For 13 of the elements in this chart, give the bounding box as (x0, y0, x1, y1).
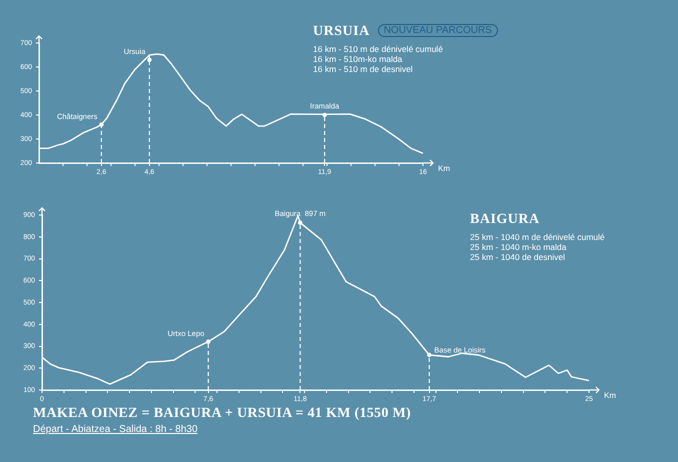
chart-title: URSUIA (313, 24, 370, 40)
annotation: 25 km - 1040 de desnivel (470, 252, 566, 262)
x-axis-title: Km (604, 391, 616, 400)
text: Départ - Abiatzea - Salida : 8h - 8h30 (33, 424, 199, 435)
text: MAKEA OINEZ = BAIGURA + URSUIA = 41 KM (1550 M) (33, 406, 411, 422)
annotation: 25 km - 1040 m de dénivelé cumulé (470, 232, 605, 242)
chart-title: BAIGURA (470, 212, 540, 228)
annotation: 25 km - 1040 m-ko malda (470, 242, 568, 252)
x-axis-title: Km (438, 164, 450, 174)
annotation: 16 km - 510 m de dénivelé cumulé (313, 44, 444, 54)
chart-subtitle: NOUVEAU PARCOURS (378, 24, 498, 37)
annotation: 16 km - 510 m de desnivel (313, 64, 414, 74)
annotation: 16 km - 510m-ko malda (313, 54, 404, 64)
